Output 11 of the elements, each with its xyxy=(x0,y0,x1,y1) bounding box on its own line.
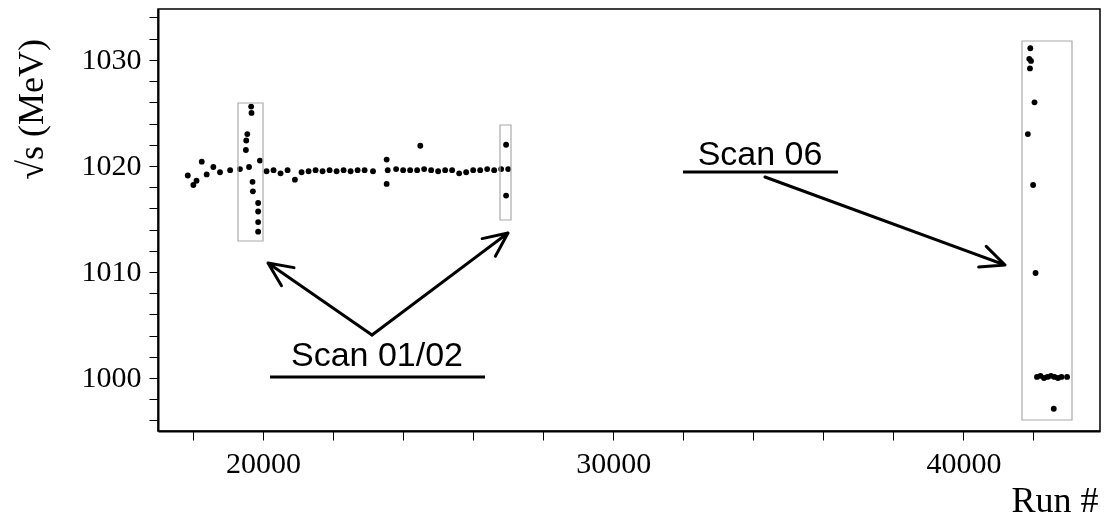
x-axis-title: Run # xyxy=(1011,479,1099,517)
x-tick-label: 30000 xyxy=(576,445,652,479)
y-tick-label: 1000 xyxy=(81,360,142,394)
x-tick-label: 20000 xyxy=(226,445,302,479)
y-tick-label: 1030 xyxy=(81,42,142,76)
annotation: Scan 06 xyxy=(697,134,823,172)
y-axis-title: √s (MeV) xyxy=(10,39,51,180)
annotation: Scan 01/02 xyxy=(290,335,464,373)
y-tick-label: 1010 xyxy=(81,254,142,288)
x-tick-label: 40000 xyxy=(926,445,1002,479)
y-tick-label: 1020 xyxy=(81,148,142,182)
